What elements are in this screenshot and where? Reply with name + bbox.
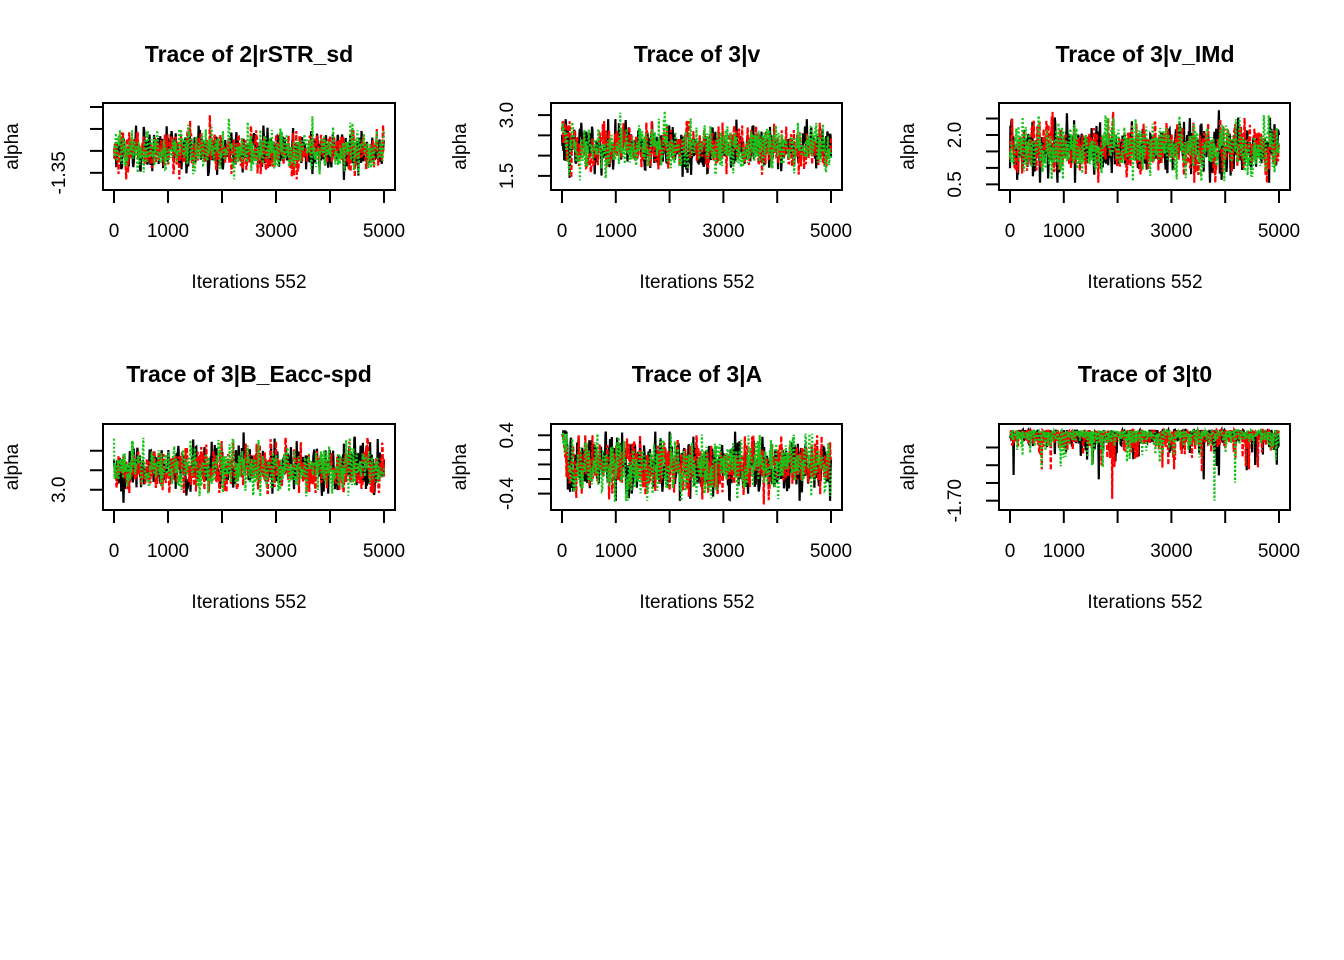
x-axis-label: Iterations 552 (639, 592, 754, 613)
y-axis-label: alpha (2, 443, 23, 490)
y-axis-label: alpha (898, 123, 919, 170)
trace-panel-5: 0 1000 3000 5000 -0.4 0.4 Trace of 3|A Iteratio… (450, 361, 852, 613)
trace-lines (1008, 425, 1281, 501)
plot-box (998, 423, 1291, 511)
trace-line-chain-3 (113, 116, 386, 180)
panel-title: Trace of 3|v (634, 41, 761, 67)
trace-lines (561, 429, 833, 505)
x-tick-label: 1000 (147, 541, 189, 562)
trace-line-chain-2 (561, 434, 833, 505)
x-tick-label: 3000 (1150, 221, 1192, 242)
x-tick-label: 5000 (363, 221, 405, 242)
x-tick-label: 5000 (810, 221, 852, 242)
panel-title: Trace of 3|t0 (1078, 361, 1212, 387)
x-tick-label: 1000 (595, 221, 637, 242)
y-tick-label: 2.0 (945, 122, 966, 148)
x-tick-label: 1000 (1043, 221, 1085, 242)
trace-line-chain-3 (112, 437, 386, 497)
trace-panel-1: 0 1000 3000 5000 -1.35 Trace of 2|rSTR_sd Iter… (2, 41, 405, 293)
x-tick-label: 5000 (1258, 541, 1300, 562)
x-tick-label: 3000 (1150, 541, 1192, 562)
trace-panel-4: 0 1000 3000 5000 3.0 Trace of 3|B_Eacc-spd Ite… (2, 361, 405, 613)
trace-lines (1008, 110, 1281, 183)
trace-panel-2: 0 1000 3000 5000 1.5 3.0 Trace of 3|v Iteration… (450, 41, 852, 293)
y-tick-label: 3.0 (49, 477, 70, 503)
x-tick-label: 5000 (363, 541, 405, 562)
trace-line-chain-2 (560, 120, 833, 179)
trace-line-chain-3 (561, 432, 833, 502)
trace-lines (112, 432, 386, 503)
x-tick-label: 0 (1005, 221, 1016, 242)
x-tick-label: 1000 (147, 221, 189, 242)
panel-title: Trace of 3|v_IMd (1055, 41, 1234, 67)
x-tick-label: 1000 (1043, 541, 1085, 562)
y-tick-label: -1.70 (945, 479, 966, 522)
y-tick-label: -0.4 (497, 477, 518, 510)
x-axis-label: Iterations 552 (191, 272, 306, 293)
x-tick-label: 0 (557, 221, 568, 242)
y-tick-label: -1.35 (49, 151, 70, 194)
panel-title: Trace of 3|A (632, 361, 762, 387)
x-tick-label: 1000 (595, 541, 637, 562)
x-tick-label: 5000 (810, 541, 852, 562)
trace-lines (560, 111, 833, 181)
plot-box (998, 102, 1291, 191)
y-tick-label: 0.5 (945, 171, 966, 197)
x-axis-label: Iterations 552 (639, 272, 754, 293)
y-tick-label: 0.4 (497, 422, 518, 449)
trace-lines (112, 115, 386, 180)
x-tick-label: 3000 (702, 541, 744, 562)
y-tick-label: 1.5 (497, 163, 518, 189)
x-axis-label: Iterations 552 (191, 592, 306, 613)
y-axis-label: alpha (450, 123, 471, 170)
panel-title: Trace of 3|B_Eacc-spd (126, 361, 372, 387)
y-axis-label: alpha (898, 443, 919, 490)
x-axis-label: Iterations 552 (1087, 272, 1202, 293)
plot-box (102, 102, 396, 191)
panel-title: Trace of 2|rSTR_sd (145, 41, 353, 67)
plot-box (550, 102, 843, 191)
plot-box (550, 423, 843, 511)
y-axis-label: alpha (2, 123, 23, 170)
x-tick-label: 0 (557, 541, 568, 562)
trace-line-chain-3 (560, 111, 833, 181)
trace-line-chain-2 (1008, 111, 1281, 183)
y-tick-label: 3.0 (497, 102, 518, 128)
trace-line-chain-3 (1008, 426, 1281, 501)
trace-panel-3: 0 1000 3000 5000 0.5 2.0 Trace of 3|v_IMd Itera… (898, 41, 1300, 293)
y-axis-label: alpha (450, 443, 471, 490)
trace-panel-6: 0 1000 3000 5000 -1.70 Trace of 3|t0 Iteration… (898, 361, 1300, 613)
plot-box (102, 423, 396, 511)
x-tick-label: 3000 (255, 541, 297, 562)
x-tick-label: 0 (109, 221, 120, 242)
x-tick-label: 0 (1005, 541, 1016, 562)
x-tick-label: 3000 (255, 221, 297, 242)
x-tick-label: 0 (109, 541, 120, 562)
x-tick-label: 5000 (1258, 221, 1300, 242)
x-tick-label: 3000 (702, 221, 744, 242)
trace-line-chain-3 (1008, 115, 1281, 182)
x-axis-label: Iterations 552 (1087, 592, 1202, 613)
